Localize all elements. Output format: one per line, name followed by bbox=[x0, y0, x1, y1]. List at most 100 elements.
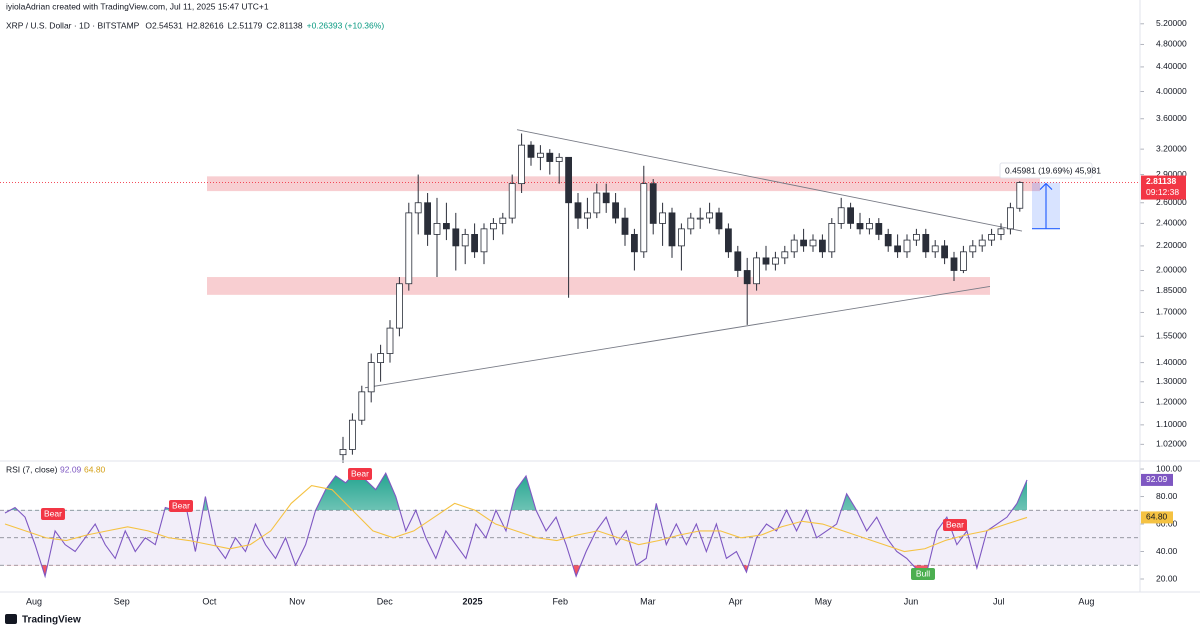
signal-label: Bull bbox=[916, 568, 930, 578]
y-tick-label: 3.20000 bbox=[1156, 143, 1187, 153]
signal-box bbox=[943, 519, 967, 531]
candle-body bbox=[405, 212, 413, 285]
rsi-ma-line bbox=[4, 484, 1028, 553]
x-tick-label: Mar bbox=[640, 596, 656, 606]
candle-body bbox=[452, 228, 460, 247]
y-tick-label: 2.40000 bbox=[1156, 218, 1187, 228]
signal-label: Bear bbox=[946, 519, 964, 529]
candle-body bbox=[339, 449, 347, 456]
candle-body bbox=[537, 152, 544, 158]
candle-body bbox=[442, 223, 450, 230]
y-tick-label: 5.20000 bbox=[1156, 18, 1187, 28]
legend-value: L2.51179 bbox=[228, 20, 263, 30]
candle-body bbox=[903, 239, 911, 253]
last-price: 2.81138 bbox=[1146, 176, 1177, 186]
rsi-value-box bbox=[1141, 473, 1173, 486]
candle-body bbox=[593, 192, 601, 214]
x-tick-label: Oct bbox=[202, 596, 217, 606]
x-tick-label: Jun bbox=[904, 596, 919, 606]
y-tick-label: 1.55000 bbox=[1156, 331, 1187, 341]
candle-body bbox=[978, 239, 986, 247]
candle-body bbox=[950, 257, 958, 271]
y-tick-label: 2.00000 bbox=[1156, 265, 1187, 275]
legend-value: C2.81138 bbox=[266, 20, 303, 30]
zone bbox=[207, 176, 1040, 192]
candle-body bbox=[997, 228, 1005, 235]
x-tick-label: Jul bbox=[993, 596, 1005, 606]
x-tick-label: Sep bbox=[114, 596, 130, 606]
candle-body bbox=[584, 212, 591, 219]
last-price-box bbox=[1141, 175, 1186, 200]
signal-box bbox=[348, 468, 372, 480]
candle-body bbox=[772, 257, 779, 265]
y-tick-label: 100.00 bbox=[1156, 463, 1182, 473]
signal-box bbox=[911, 568, 935, 580]
y-tick-label: 2.20000 bbox=[1156, 240, 1187, 250]
y-tick-label: 4.80000 bbox=[1156, 39, 1187, 49]
y-tick-label: 1.85000 bbox=[1156, 285, 1187, 295]
candle-body bbox=[687, 217, 695, 230]
candle-body bbox=[809, 239, 817, 247]
candle-body bbox=[631, 234, 638, 253]
measure-label: 0.45981 (19.69%) 45,981 bbox=[1005, 165, 1101, 175]
rsi-ma-value: 64.80 bbox=[84, 464, 106, 474]
candle-body bbox=[856, 223, 864, 230]
y-tick-label: 2.90000 bbox=[1156, 169, 1187, 179]
candle-body bbox=[574, 202, 582, 219]
signal-label: Bear bbox=[351, 468, 369, 478]
rsi-axis-value: 92.09 bbox=[1146, 474, 1168, 484]
candle-body bbox=[565, 156, 572, 204]
layer: XRP / U.S. Dollar · 1D · BITSTAMP O2.5453… bbox=[0, 18, 1187, 606]
candle-body bbox=[828, 223, 836, 253]
candle-body bbox=[518, 144, 525, 185]
candle-body bbox=[424, 202, 432, 235]
x-tick-label: Dec bbox=[377, 596, 394, 606]
oversold-fill bbox=[5, 565, 1027, 577]
x-tick-label: Feb bbox=[552, 596, 568, 606]
candle-body bbox=[696, 217, 704, 220]
candle-body bbox=[725, 228, 732, 253]
candle-body bbox=[377, 353, 385, 363]
candle-body bbox=[800, 239, 807, 247]
candle-body bbox=[508, 183, 516, 219]
y-tick-label: 2.60000 bbox=[1156, 197, 1187, 207]
y-tick-label: 4.00000 bbox=[1156, 86, 1187, 96]
candle-body bbox=[762, 257, 770, 265]
candle-body bbox=[489, 223, 497, 230]
y-tick-label: 40.00 bbox=[1156, 546, 1178, 556]
candle-body bbox=[781, 251, 789, 259]
candle-body bbox=[960, 251, 967, 271]
candle-body bbox=[866, 223, 873, 230]
measure-label-box bbox=[999, 162, 1093, 179]
candle-body bbox=[527, 144, 535, 158]
candle-body bbox=[706, 212, 713, 219]
candle-body bbox=[555, 156, 563, 162]
candle-body bbox=[913, 234, 920, 241]
candle-body bbox=[875, 223, 883, 235]
candle-body bbox=[395, 283, 403, 329]
candle-body bbox=[668, 212, 676, 247]
countdown: 09:12:38 bbox=[1146, 187, 1179, 197]
candle-body bbox=[837, 207, 845, 224]
brand-logo bbox=[5, 614, 17, 624]
brand: TradingView bbox=[22, 615, 81, 626]
candle-body bbox=[358, 391, 366, 421]
x-tick-label: 2025 bbox=[462, 596, 482, 606]
measure-arrowhead bbox=[1039, 182, 1053, 190]
candle-body bbox=[433, 223, 441, 235]
candle-body bbox=[819, 239, 826, 253]
candle-body bbox=[649, 183, 657, 224]
candle-body bbox=[847, 207, 854, 224]
candle-body bbox=[471, 234, 479, 253]
candle-body bbox=[931, 245, 939, 253]
candle-body bbox=[734, 251, 742, 271]
candle-body bbox=[640, 183, 648, 253]
candle-body bbox=[1016, 182, 1024, 209]
candle-body bbox=[546, 152, 554, 162]
x-tick-label: Nov bbox=[289, 596, 306, 606]
trendline bbox=[364, 286, 991, 389]
candle-body bbox=[790, 239, 798, 253]
y-tick-label: 20.00 bbox=[1156, 573, 1178, 583]
rsi-ma-box bbox=[1141, 511, 1173, 524]
y-tick-label: 3.60000 bbox=[1156, 113, 1187, 123]
